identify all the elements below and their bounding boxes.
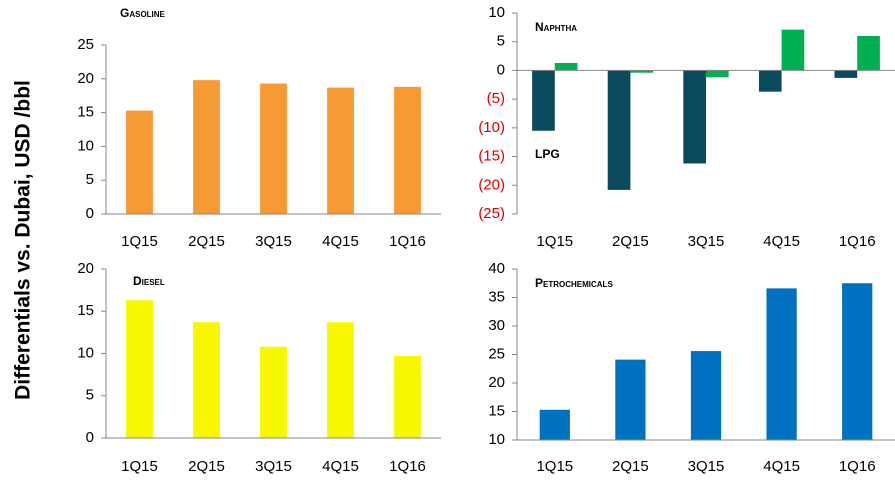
bar	[394, 86, 421, 214]
x-tick-label: 4Q15	[763, 233, 800, 250]
bar	[607, 70, 631, 190]
x-tick-label: 1Q15	[536, 233, 573, 250]
x-tick-label: 1Q16	[389, 458, 426, 475]
y-tick-label: 0	[497, 61, 505, 78]
y-tick-label: 20	[488, 374, 505, 391]
bar	[615, 359, 646, 440]
x-tick-label: 3Q15	[255, 458, 292, 475]
y-axis-label: Differentials vs. Dubai, USD /bbl	[12, 80, 35, 400]
bar	[683, 70, 706, 164]
y-tick-label: 20	[77, 260, 94, 277]
x-tick-label: 4Q15	[763, 458, 800, 475]
y-tick-label: 5	[497, 33, 505, 50]
chart-title: Petrochemicals	[535, 276, 613, 290]
x-tick-label: 4Q15	[322, 233, 359, 250]
bar	[394, 356, 421, 438]
y-tick-label: 20	[77, 70, 94, 87]
bar	[126, 300, 153, 438]
bar	[539, 409, 570, 440]
x-tick-label: 1Q16	[389, 233, 426, 250]
y-tick-label: (15)	[478, 148, 505, 165]
x-tick-label: 2Q15	[612, 458, 649, 475]
x-tick-label: 1Q15	[121, 233, 158, 250]
chart-title: Diesel	[133, 274, 165, 288]
bar	[260, 83, 287, 214]
x-tick-label: 4Q15	[322, 458, 359, 475]
y-tick-label: 5	[86, 171, 94, 188]
x-tick-label: 1Q15	[536, 458, 573, 475]
y-tick-label: 5	[86, 387, 94, 404]
bar	[193, 322, 220, 438]
y-tick-label: (20)	[478, 176, 505, 193]
bar	[126, 110, 153, 214]
y-tick-label: 15	[488, 402, 505, 419]
x-tick-label: 3Q15	[688, 233, 725, 250]
bar	[630, 70, 654, 73]
bar	[857, 35, 880, 71]
bar	[690, 351, 722, 440]
bar	[834, 70, 858, 78]
bar	[327, 322, 354, 438]
y-tick-label: (5)	[487, 90, 505, 107]
x-tick-label: 2Q15	[612, 233, 649, 250]
x-tick-label: 3Q15	[255, 233, 292, 250]
bar	[193, 80, 220, 214]
y-tick-label: 10	[77, 137, 94, 154]
bar	[706, 70, 729, 78]
x-tick-label: 1Q16	[839, 233, 876, 250]
y-tick-label: 15	[77, 302, 94, 319]
y-tick-label: 0	[86, 205, 94, 222]
chart-title: Gasoline	[120, 6, 166, 20]
y-tick-label: (25)	[478, 205, 505, 222]
x-tick-label: 2Q15	[188, 458, 225, 475]
bar	[758, 70, 782, 92]
bar	[532, 70, 555, 131]
y-tick-label: 15	[77, 104, 94, 121]
bar	[766, 288, 797, 440]
x-tick-label: 1Q16	[839, 458, 876, 475]
y-tick-label: 30	[488, 317, 505, 334]
x-tick-label: 2Q15	[188, 233, 225, 250]
bar	[260, 346, 287, 438]
x-tick-label: 1Q15	[121, 458, 158, 475]
bar	[842, 283, 873, 440]
bar	[781, 29, 805, 71]
y-tick-label: 10	[488, 4, 505, 21]
y-tick-label: 35	[488, 288, 505, 305]
series-label: Naphtha	[535, 20, 577, 34]
y-tick-label: 40	[488, 260, 505, 277]
y-tick-label: 10	[488, 431, 505, 448]
bar	[554, 62, 578, 71]
y-tick-label: 0	[86, 429, 94, 446]
bar	[327, 87, 354, 214]
y-tick-label: 10	[77, 344, 94, 361]
x-tick-label: 3Q15	[688, 458, 725, 475]
y-tick-label: 25	[77, 36, 94, 53]
y-tick-label: 25	[488, 345, 505, 362]
series-label: LPG	[535, 147, 560, 161]
y-tick-label: (10)	[478, 119, 505, 136]
